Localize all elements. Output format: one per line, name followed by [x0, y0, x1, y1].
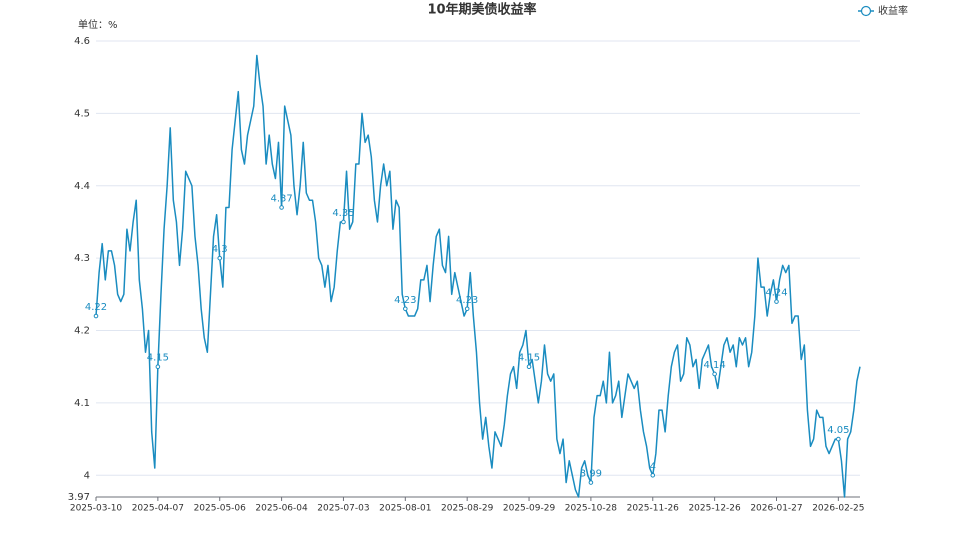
- data-label: 4.37: [270, 193, 292, 204]
- legend-label: 收益率: [878, 4, 908, 17]
- data-label: 4.24: [765, 288, 787, 299]
- legend-symbol: [860, 5, 872, 17]
- y-tick-label: 4.1: [74, 398, 90, 409]
- data-label: 4.3: [212, 244, 228, 255]
- x-tick-label: 2026-02-25: [812, 504, 864, 514]
- y-axis-label: 单位：%: [78, 18, 118, 31]
- point: [526, 364, 532, 370]
- y-tick-label: 4.3: [74, 253, 90, 264]
- data-label: 4.15: [518, 353, 540, 364]
- x-tick-label: 2025-05-06: [194, 504, 247, 514]
- y-tick-label: 4.2: [74, 326, 90, 337]
- x-tick-label: 2025-04-07: [132, 504, 184, 514]
- point: [464, 306, 470, 312]
- y-tick-label: 4: [84, 470, 90, 481]
- x-tick-label: 2025-08-01: [379, 504, 431, 514]
- y-tick-label: 4.5: [74, 108, 90, 119]
- point: [588, 480, 594, 485]
- y-tick-label: 4.6: [74, 36, 90, 47]
- point: [279, 205, 284, 210]
- x-tick-label: 2025-10-28: [565, 504, 618, 514]
- chart-title: 10年期美债收益率: [427, 2, 536, 18]
- point: [403, 306, 408, 312]
- data-label: 4.23: [394, 295, 416, 306]
- y-tick-label: 3.97: [68, 492, 90, 503]
- point: [712, 371, 717, 377]
- point: [217, 255, 223, 261]
- point: [836, 436, 841, 442]
- x-tick-label: 2025-06-04: [255, 504, 308, 514]
- x-tick-label: 2025-12-26: [688, 504, 741, 514]
- x-tick-label: 2025-08-29: [441, 504, 494, 514]
- point: [774, 299, 779, 304]
- point: [155, 364, 161, 370]
- x-tick-label: 2025-09-29: [503, 504, 556, 514]
- data-label: 4: [650, 461, 656, 472]
- data-label: 4.14: [703, 360, 725, 371]
- x-tick-label: 2025-03-10: [70, 504, 123, 514]
- data-label: 4.15: [147, 353, 169, 364]
- data-label: 4.23: [456, 295, 478, 306]
- x-tick-label: 2025-07-03: [317, 504, 369, 514]
- data-label: 4.35: [332, 208, 354, 219]
- line: [95, 54, 861, 498]
- x-tick-label: 2025-11-26: [627, 504, 680, 514]
- data-label: 3.99: [580, 469, 602, 480]
- point: [650, 472, 656, 478]
- data-label: 4.22: [85, 302, 107, 313]
- x-tick-label: 2026-01-27: [750, 504, 802, 514]
- point: [93, 313, 99, 319]
- data-label: 4.05: [827, 425, 849, 436]
- point: [341, 219, 346, 225]
- y-tick-label: 4.4: [74, 181, 90, 192]
